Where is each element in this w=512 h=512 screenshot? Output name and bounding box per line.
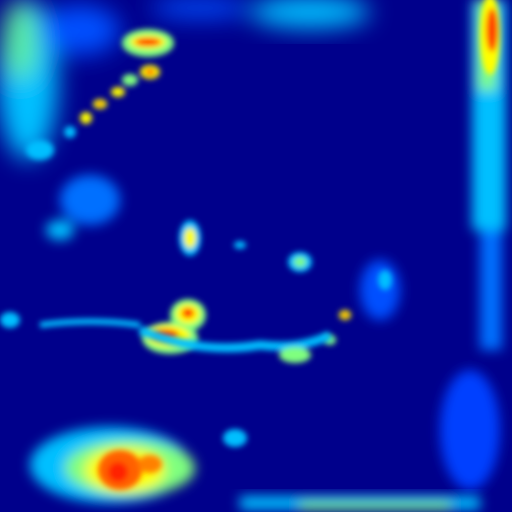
upper-left-dotted-streak [26, 65, 160, 160]
lower-arc-streak [0, 312, 333, 447]
top-left-glow [0, 0, 120, 160]
bottom-left-hotspot-core [98, 450, 162, 490]
top-hotspot [122, 29, 174, 57]
center-small-blob [179, 220, 246, 256]
bottom-edge-glow [240, 496, 480, 510]
right-edge-top-hotspot [480, 0, 500, 75]
top-edge-glow [150, 0, 370, 28]
faint-patches [46, 175, 500, 490]
